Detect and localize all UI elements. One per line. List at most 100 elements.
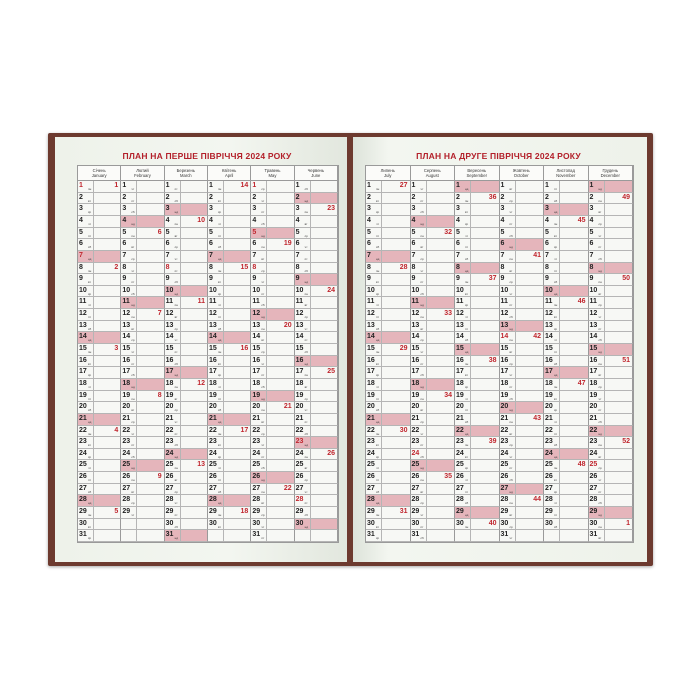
day-number: 29 <box>252 508 261 516</box>
weekday-label: ср <box>88 373 92 378</box>
cell-divider <box>179 344 181 355</box>
day-cell: 29 нд <box>455 507 500 519</box>
day-cell: 30 нд <box>294 518 338 531</box>
empty-cell <box>121 530 165 542</box>
weekday-label: ср <box>509 280 513 285</box>
day-number: 10 <box>209 286 217 294</box>
weekday-label: вт <box>509 268 513 273</box>
weekday-label: пт <box>509 303 513 308</box>
day-cell: 10 чт <box>499 285 544 298</box>
week-number: 39 <box>488 438 497 446</box>
day-cell: 8 пн 28 <box>366 262 411 275</box>
day-cell: 23 пн 52 <box>588 437 633 449</box>
day-number: 18 <box>367 379 375 387</box>
day-number: 25 <box>411 461 420 469</box>
day-number: 21 <box>367 414 375 422</box>
day-number: 10 <box>295 286 304 294</box>
cell-divider <box>559 507 560 518</box>
cell-divider <box>266 239 268 250</box>
cell-divider <box>514 483 516 495</box>
weekday-label: вт <box>131 408 135 413</box>
weekday-label: вт <box>376 280 379 285</box>
day-number: 21 <box>122 414 131 422</box>
cell-divider <box>381 332 382 344</box>
day-number: 6 <box>79 240 83 248</box>
cell-divider <box>514 250 516 262</box>
cell-divider <box>559 425 560 437</box>
day-cell: 7 ср <box>410 250 455 263</box>
day-cell: 2 пт <box>410 192 455 205</box>
cell-divider <box>179 355 181 367</box>
cell-divider <box>514 227 516 239</box>
day-cell: 30 пн 1 <box>588 518 633 531</box>
weekday-label: вт <box>131 326 135 331</box>
day-cell: 7 вт <box>251 250 295 263</box>
weekday-label: ср <box>598 384 602 389</box>
weekday-label: сб <box>598 338 602 343</box>
weekday-label: пн <box>509 256 513 261</box>
day-number: 18 <box>456 379 464 387</box>
day-number: 30 <box>165 519 174 527</box>
weekday-label: нд <box>174 291 179 296</box>
day-number: 5 <box>79 228 83 236</box>
weekday-label: ср <box>420 256 424 261</box>
cell-divider <box>136 309 138 320</box>
day-cell: 1 чт <box>410 181 455 193</box>
weekday-label: пт <box>598 489 602 494</box>
weekday-label: пн <box>465 280 469 285</box>
cell-divider <box>93 285 94 297</box>
day-cell: 12 пн 33 <box>410 309 455 321</box>
cell-divider <box>514 344 516 355</box>
cell-divider <box>425 332 427 344</box>
day-number: 8 <box>367 263 371 271</box>
day-cell: 9 пт <box>410 274 455 286</box>
weekday-label: нд <box>304 198 309 203</box>
day-number: 15 <box>500 345 509 353</box>
cell-divider <box>179 437 181 448</box>
weekday-label: вт <box>509 350 513 355</box>
day-cell: 26 вт <box>544 472 589 484</box>
day-cell: 22 пн 4 <box>78 425 122 438</box>
day-cell: 4 нд <box>410 215 455 228</box>
cell-divider <box>223 215 224 227</box>
weekday-label: нд <box>420 221 424 226</box>
day-cell: 22 пт <box>544 425 589 438</box>
day-number: 23 <box>122 438 131 446</box>
weekday-label: нд <box>131 466 135 471</box>
weekday-label: нд <box>174 536 179 541</box>
weekday-label: ср <box>304 233 308 238</box>
cell-divider <box>559 402 560 413</box>
weekday-label: чт <box>261 524 265 529</box>
day-cell: 6 ср <box>544 239 589 251</box>
cell-divider <box>136 483 138 495</box>
day-number: 7 <box>79 251 83 259</box>
day-cell: 14 ср <box>121 332 165 345</box>
day-cell: 8 пт <box>544 262 589 275</box>
weekday-label: сб <box>88 326 92 331</box>
day-cell: 22 сб <box>294 425 338 438</box>
empty-cell <box>544 530 589 542</box>
cell-divider <box>514 460 516 472</box>
week-number: 26 <box>327 449 335 457</box>
cell-divider <box>470 518 471 530</box>
weekday-label: чт <box>131 350 135 355</box>
day-cell: 29 пн 5 <box>78 507 122 519</box>
day-number: 10 <box>252 286 261 294</box>
cell-divider <box>309 285 311 297</box>
weekday-label: ср <box>420 338 424 343</box>
day-cell: 20 чт <box>294 402 338 414</box>
weekday-label: чт <box>509 454 513 459</box>
day-number: 8 <box>500 263 505 271</box>
weekday-label: пн <box>554 384 558 389</box>
day-cell: 7 чт <box>544 250 589 263</box>
day-number: 22 <box>500 426 509 434</box>
day-cell: 22 чт <box>410 425 455 438</box>
cell-divider <box>309 204 311 215</box>
weekday-label: ср <box>304 478 308 483</box>
day-number: 5 <box>252 228 257 236</box>
day-cell: 18 пн 47 <box>544 378 589 391</box>
day-cell: 14 пн 42 <box>499 332 544 345</box>
day-cell: 6 сб <box>208 239 252 251</box>
day-number: 18 <box>295 379 304 387</box>
day-cell: 8 пн 15 <box>208 262 252 275</box>
